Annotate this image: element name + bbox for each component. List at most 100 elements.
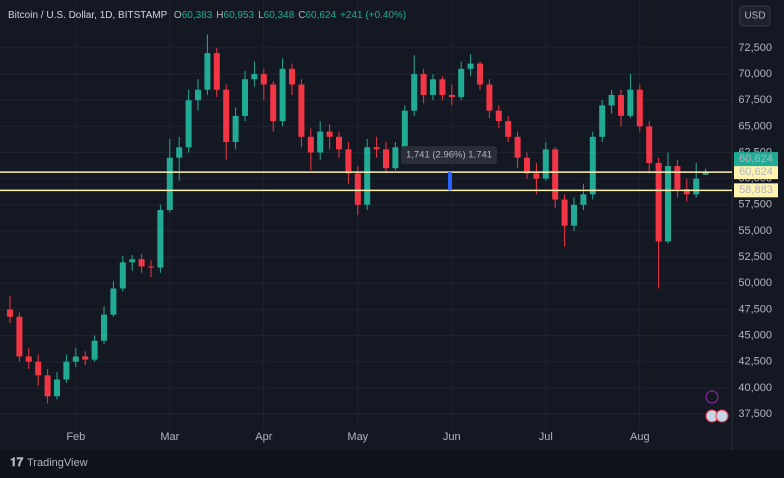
measure-label: 1,741 (2.96%) 1,741 [406, 150, 492, 161]
header-values: O60,383 H60,953 L60,348 C60,624 +241 (+0.40%… [174, 10, 406, 21]
candle-body [54, 379, 60, 397]
x-tick-label: Aug [630, 431, 650, 443]
x-tick-label: Feb [66, 431, 85, 443]
header-value: 60,953 [224, 10, 255, 21]
x-tick-label: Jul [539, 431, 553, 443]
y-tick-label: 47,500 [738, 303, 772, 315]
candle-body [91, 340, 98, 360]
y-tick-label: 57,500 [738, 199, 772, 211]
x-tick-label: May [347, 431, 368, 443]
logo-mark: 𝟏𝟕 [10, 455, 24, 469]
candle-body [495, 110, 502, 122]
y-tick-label: 70,000 [738, 68, 772, 80]
candle-body [514, 136, 521, 158]
candle-body [326, 131, 333, 137]
header-key: O [174, 10, 182, 21]
candle-body [589, 136, 596, 195]
line-label: 58,883 [739, 184, 773, 196]
candle-body [458, 68, 465, 98]
candle-body [636, 89, 643, 127]
candle-body [646, 126, 653, 163]
header-change: +241 (+0.40%) [340, 10, 406, 21]
header-key: H [216, 10, 223, 21]
candle-body [655, 162, 662, 242]
candle-body [467, 63, 474, 69]
candle-body [364, 147, 371, 205]
candle-body [599, 105, 606, 137]
candle-body [580, 194, 587, 205]
y-tick-label: 65,000 [738, 120, 772, 132]
candle-body [683, 189, 690, 195]
candle-body [505, 121, 512, 137]
candle-body [439, 79, 446, 95]
measure-bar [448, 172, 452, 191]
header: Bitcoin / U.S. Dollar, 1D, BITSTAMP O60,… [8, 10, 406, 21]
y-tick-label: 40,000 [738, 382, 772, 394]
candle-body [251, 74, 258, 80]
candle-body [373, 147, 380, 150]
candle-body [25, 356, 32, 362]
candle-body [392, 147, 399, 169]
candle-body [298, 84, 305, 137]
candle-body [354, 173, 361, 205]
x-tick-label: Apr [255, 431, 272, 443]
candle-body [317, 131, 324, 153]
candle-body [411, 74, 418, 111]
line-label-box [734, 165, 778, 180]
candle-body [204, 53, 211, 90]
candle-body [148, 266, 154, 268]
header-key: L [258, 10, 264, 21]
x-tick-label: Jun [443, 431, 461, 443]
candle-body [185, 100, 192, 148]
candle-body [618, 94, 624, 116]
candle-body [213, 53, 220, 90]
candle-body [383, 149, 389, 169]
candle-body [561, 199, 568, 226]
footer-bar [0, 450, 784, 478]
candle-body [608, 94, 615, 106]
candle-body [129, 259, 136, 263]
candle-body [336, 136, 342, 150]
candle-body [82, 356, 89, 360]
header-value: 60,624 [306, 10, 337, 21]
line-label: 60,624 [739, 166, 773, 178]
candle-body [477, 63, 483, 85]
symbol-title: Bitcoin / U.S. Dollar, 1D, BITSTAMP [8, 10, 168, 21]
candle-body [665, 166, 671, 242]
candle-body [542, 149, 549, 179]
candle-body [430, 79, 436, 95]
candle-body [242, 79, 248, 116]
candle-body [138, 259, 145, 267]
header-value: 60,383 [182, 10, 213, 21]
currency-label[interactable]: USD [744, 11, 765, 22]
candle-body [420, 74, 427, 95]
header-key: C [298, 10, 305, 21]
candle-body [157, 210, 164, 268]
candle-body [223, 89, 230, 143]
candle-body [571, 204, 577, 226]
candle-body [260, 74, 267, 85]
flag-icon[interactable] [715, 409, 729, 423]
candle-body [674, 166, 681, 190]
candle-body [486, 84, 493, 111]
y-tick-label: 55,000 [738, 225, 772, 237]
y-tick-label: 37,500 [738, 408, 772, 420]
candle-body [279, 68, 286, 122]
candle-body [110, 288, 117, 315]
branding: TradingView [27, 457, 88, 469]
event-icon[interactable] [705, 390, 719, 404]
candle-body [232, 115, 239, 143]
candle-body [7, 309, 13, 317]
candle-body [533, 173, 540, 179]
y-tick-label: 42,500 [738, 356, 772, 368]
candle-body [63, 361, 70, 380]
candle-body [693, 178, 700, 195]
candle-body [176, 147, 183, 158]
header-value: 60,348 [264, 10, 295, 21]
measure-tooltip [401, 146, 497, 165]
currency-button[interactable] [739, 5, 771, 27]
candle-body [524, 157, 530, 174]
y-tick-label: 45,000 [738, 329, 772, 341]
candle-body [166, 157, 173, 211]
